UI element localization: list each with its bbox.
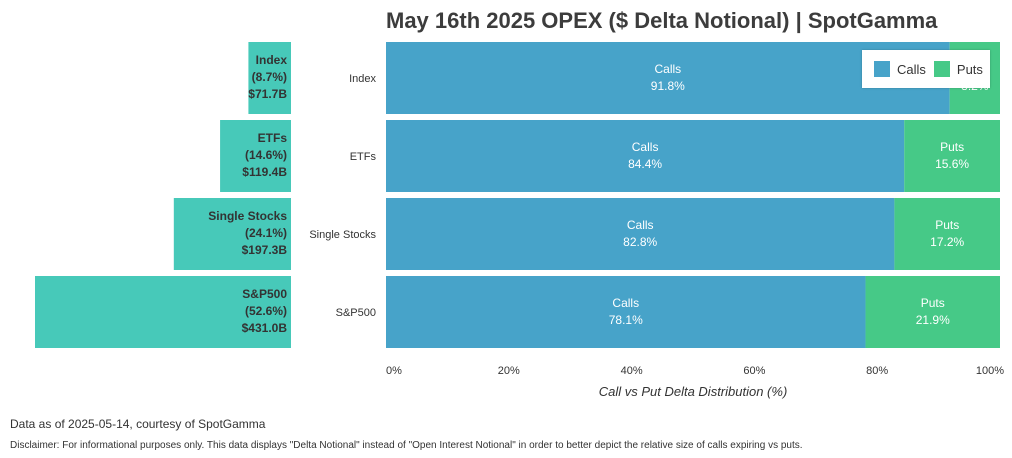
category-bar-label: (24.1%)	[245, 226, 287, 240]
calls-bar	[386, 276, 866, 348]
puts-series-label: Puts	[935, 218, 959, 232]
x-axis-label: Call vs Put Delta Distribution (%)	[599, 384, 788, 399]
category-bar-single-stocks	[173, 198, 291, 270]
disclaimer-text: Disclaimer: For informational purposes o…	[10, 440, 803, 451]
puts-bar	[904, 120, 1000, 192]
x-tick-label: 40%	[621, 365, 643, 377]
category-tick-label: ETFs	[350, 151, 377, 163]
chart-title: May 16th 2025 OPEX ($ Delta Notional) | …	[386, 8, 938, 33]
x-tick-label: 60%	[743, 365, 765, 377]
category-tick-label: Index	[349, 73, 376, 85]
calls-series-label: Calls	[627, 218, 654, 232]
puts-value-label: 21.9%	[916, 313, 950, 327]
category-bar-label: $71.7B	[248, 87, 287, 101]
category-bar-etfs	[220, 120, 291, 192]
calls-series-label: Calls	[632, 140, 659, 154]
category-bar-label: $197.3B	[242, 243, 288, 257]
category-tick-label: Single Stocks	[309, 229, 376, 241]
legend-swatch-calls	[874, 61, 890, 77]
data-source-note: Data as of 2025-05-14, courtesy of SpotG…	[10, 417, 266, 431]
category-bar-label: ETFs	[258, 131, 288, 145]
calls-value-label: 82.8%	[623, 235, 657, 249]
category-bar-label: (14.6%)	[245, 148, 287, 162]
legend-item-puts: Puts	[933, 61, 983, 77]
calls-bar	[386, 198, 895, 270]
category-bar-label: Index	[256, 53, 288, 67]
puts-value-label: 15.6%	[935, 157, 969, 171]
category-bar-s-p500	[35, 276, 291, 348]
x-tick-label: 100%	[976, 365, 1004, 377]
puts-bar	[865, 276, 1000, 348]
legend-item-calls: Calls	[874, 61, 926, 77]
puts-series-label: Puts	[921, 296, 945, 310]
category-bar-label: S&P500	[242, 287, 287, 301]
category-bar-label: (8.7%)	[252, 70, 287, 84]
category-bar-label: Single Stocks	[208, 209, 287, 223]
legend-swatch-puts	[933, 61, 950, 77]
puts-series-label: Puts	[940, 140, 964, 154]
category-bar-label: $119.4B	[242, 165, 287, 179]
chart-legend: Calls Puts	[862, 50, 990, 88]
calls-value-label: 84.4%	[628, 157, 662, 171]
puts-value-label: 17.2%	[930, 235, 964, 249]
x-tick-label: 20%	[498, 365, 520, 377]
calls-bar	[386, 120, 905, 192]
x-tick-label: 0%	[386, 365, 402, 377]
calls-series-label: Calls	[654, 62, 681, 76]
calls-series-label: Calls	[612, 296, 639, 310]
x-tick-label: 80%	[866, 365, 888, 377]
calls-bar	[386, 42, 950, 114]
calls-value-label: 78.1%	[609, 313, 643, 327]
legend-label-calls: Calls	[897, 61, 926, 77]
category-bar-label: $431.0B	[242, 321, 288, 335]
category-bar-index	[248, 42, 291, 114]
legend-label-puts: Puts	[956, 61, 983, 77]
category-bar-label: (52.6%)	[245, 304, 287, 318]
calls-value-label: 91.8%	[651, 79, 685, 93]
puts-bar	[894, 198, 1000, 270]
category-tick-label: S&P500	[336, 307, 376, 319]
